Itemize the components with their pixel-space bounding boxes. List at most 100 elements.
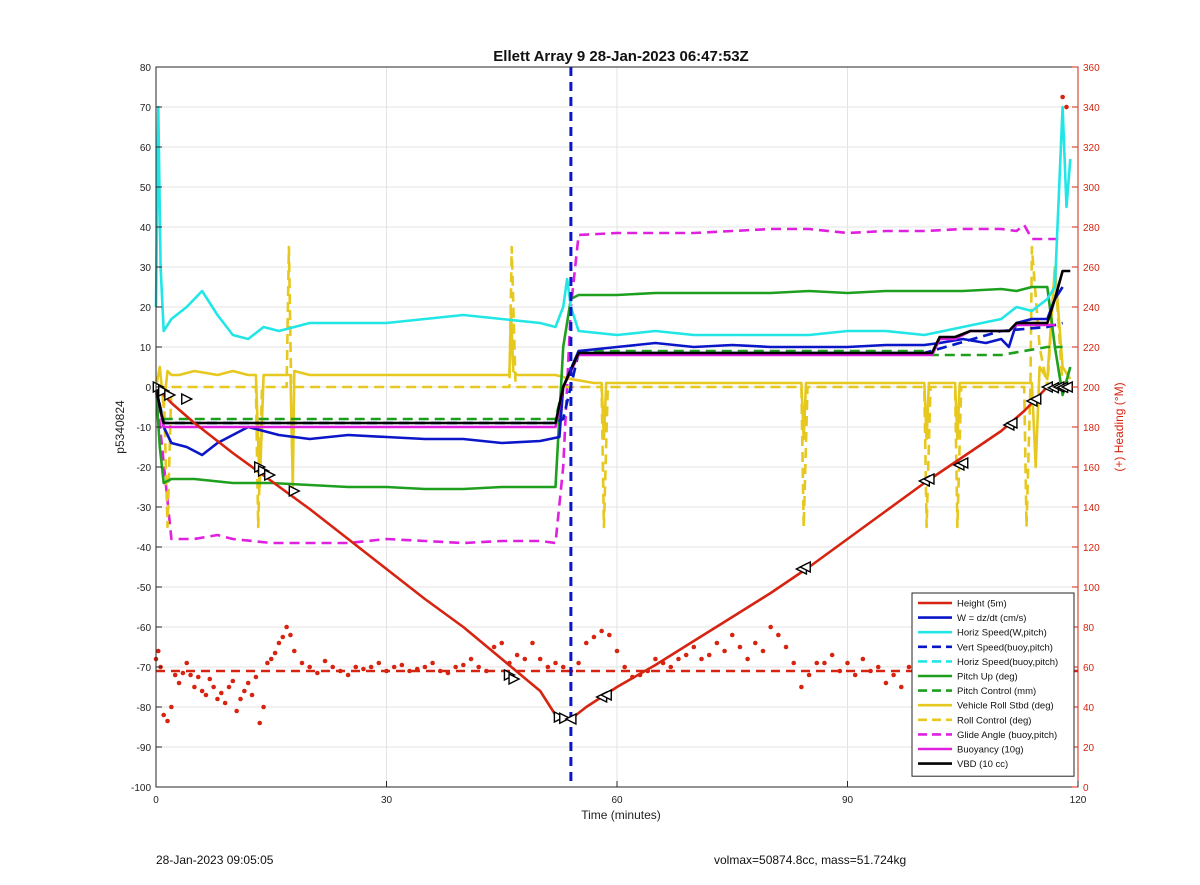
heading-point <box>499 640 505 646</box>
heading-point <box>265 660 270 666</box>
heading-point <box>852 672 858 678</box>
footer-timestamp: 28-Jan-2023 09:05:05 <box>156 853 274 867</box>
legend-label: Horiz Speed(buoy,pitch) <box>957 657 1058 668</box>
y2-tick-label: 260 <box>1083 263 1100 274</box>
y2-tick-label: 320 <box>1083 143 1100 154</box>
heading-point <box>330 664 336 670</box>
heading-point <box>845 660 850 666</box>
y-tick-label: 80 <box>140 63 152 74</box>
heading-point <box>253 674 259 680</box>
y2-tick-label: 220 <box>1083 343 1100 354</box>
heading-point <box>422 664 428 670</box>
heading-point <box>860 656 866 662</box>
heading-point <box>345 672 351 678</box>
heading-point <box>799 684 804 690</box>
heading-point <box>537 656 543 662</box>
turn-marker <box>288 484 301 498</box>
heading-point <box>322 658 328 664</box>
legend-label: Pitch Up (deg) <box>957 672 1018 683</box>
heading-point <box>476 664 482 670</box>
y-tick-label: -70 <box>137 663 152 674</box>
y2-tick-label: 280 <box>1083 223 1100 234</box>
heading-point <box>607 632 612 638</box>
heading-point <box>768 624 773 630</box>
heading-point <box>245 680 251 686</box>
y2-tick-label: 340 <box>1083 103 1100 114</box>
heading-point <box>1064 104 1069 110</box>
y2-tick-label: 120 <box>1083 543 1100 554</box>
heading-point <box>199 688 205 694</box>
heading-point <box>184 660 190 666</box>
series-line-2 <box>154 105 1072 341</box>
heading-point <box>1060 94 1065 100</box>
heading-point <box>745 656 750 662</box>
heading-point <box>514 652 520 658</box>
heading-point <box>484 668 489 674</box>
heading-point <box>180 670 186 676</box>
x-tick-label: 60 <box>611 795 623 806</box>
heading-point <box>169 704 174 710</box>
heading-point <box>814 660 820 666</box>
heading-point <box>211 684 216 690</box>
heading-point <box>249 692 255 698</box>
heading-point <box>315 670 320 676</box>
heading-point <box>353 664 359 670</box>
heading-point <box>391 664 397 670</box>
heading-point <box>207 676 213 682</box>
footer-vehicle-info: volmax=50874.8cc, mass=51.724kg <box>714 853 907 867</box>
heading-point <box>461 662 466 668</box>
heading-point <box>791 660 797 666</box>
turn-marker <box>922 472 935 486</box>
y2-tick-label: 100 <box>1083 583 1100 594</box>
turn-marker <box>956 456 969 470</box>
heading-point <box>683 652 689 658</box>
y-tick-label: 70 <box>140 103 152 114</box>
heading-point <box>822 660 827 666</box>
heading-point <box>238 696 243 702</box>
y2-tick-label: 180 <box>1083 423 1100 434</box>
turn-marker <box>157 384 171 398</box>
heading-point <box>829 652 835 658</box>
heading-point <box>453 664 458 670</box>
heading-point <box>714 640 720 646</box>
y-tick-label: -10 <box>137 423 152 434</box>
turn-marker <box>257 464 271 478</box>
y2-tick-label: 160 <box>1083 463 1100 474</box>
legend: Height (5m) W = dz/dt (cm/s) Horiz Speed(W… <box>911 592 1075 777</box>
turn-marker <box>599 688 612 702</box>
heading-point <box>553 660 558 666</box>
turn-marker <box>164 388 177 402</box>
series-line-5 <box>154 285 1072 491</box>
heading-point <box>883 680 889 686</box>
heading-point <box>837 668 843 674</box>
y-tick-label: 20 <box>140 303 152 314</box>
heading-point <box>760 648 766 654</box>
heading-point <box>257 720 263 726</box>
heading-point <box>906 664 912 670</box>
turn-marker <box>559 712 572 725</box>
heading-point <box>729 632 735 638</box>
heading-point <box>737 644 743 650</box>
y2-tick-label: 40 <box>1083 703 1095 714</box>
heading-point <box>292 648 297 654</box>
heading-point <box>676 656 681 662</box>
series-layer <box>152 67 1078 787</box>
legend-label: Buoyancy (10g) <box>957 745 1024 756</box>
turn-marker <box>181 392 194 406</box>
heading-point <box>361 666 366 672</box>
turn-marker <box>264 468 277 482</box>
heading-point <box>284 624 289 630</box>
heading-point <box>368 664 374 670</box>
heading-point <box>583 640 589 646</box>
heading-point <box>215 696 220 702</box>
y2-axis-label: (+) Heading (°M) <box>1112 382 1126 471</box>
x-tick-label: 90 <box>842 795 854 806</box>
heading-point <box>203 692 209 698</box>
heading-point <box>753 640 758 646</box>
chart-title: Ellett Array 9 28-Jan-2023 06:47:53Z <box>493 48 748 65</box>
y2-tick-label: 300 <box>1083 183 1100 194</box>
turn-marker <box>564 712 577 726</box>
heading-point <box>868 668 873 674</box>
y-tick-label: -100 <box>131 783 151 794</box>
